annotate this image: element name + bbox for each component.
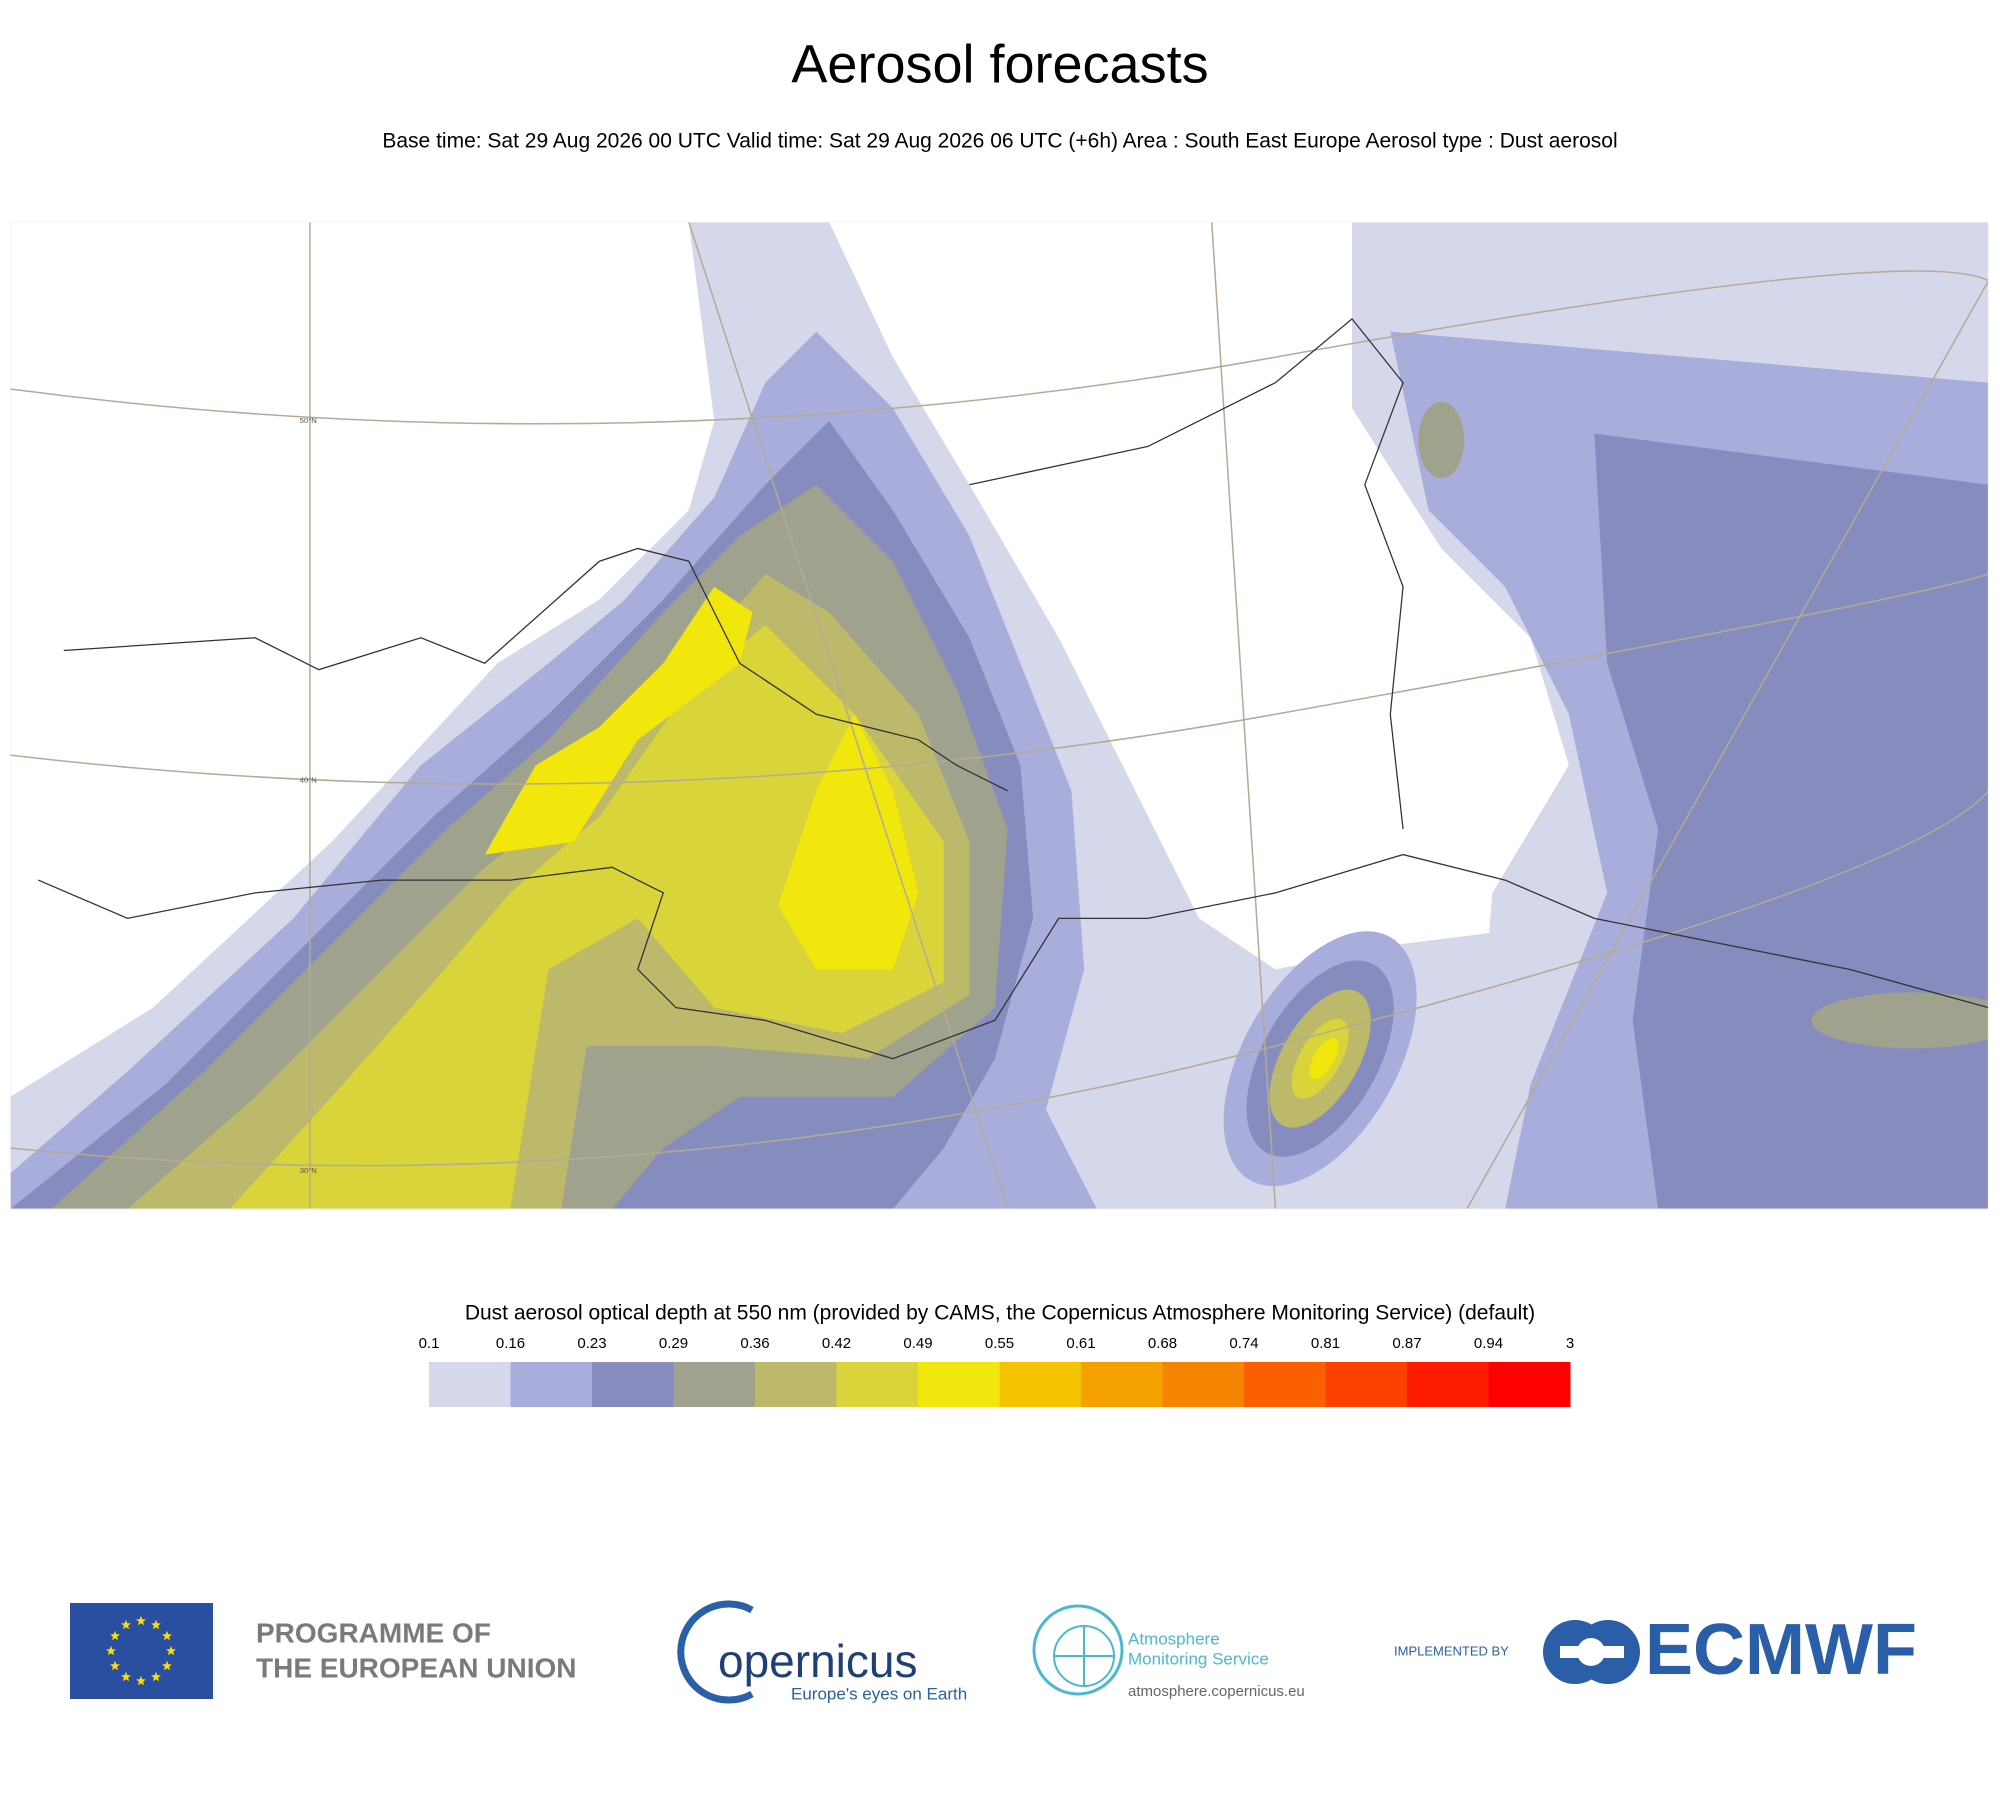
colorbar: 0.1 0.16 0.23 0.29 0.36 0.42 0.49 0.55 0.61 0.68 0… [419,1335,1574,1407]
cams-text: Monitoring Service [1128,1649,1269,1668]
colorbar-box [1081,1362,1163,1407]
eu-text: THE EUROPEAN UNION [256,1652,576,1683]
implemented-by: IMPLEMENTED BY [1394,1643,1509,1658]
colorbar-tick-label: 0.49 [903,1335,932,1352]
dust-field [10,221,1989,1210]
footer: PROGRAMME OF THE EUROPEAN UNION opernicu… [70,1600,1917,1704]
colorbar-tick-label: 0.29 [659,1335,688,1352]
eu-star [151,1671,161,1682]
colorbar-tick-label: 0.68 [1148,1335,1177,1352]
eu-star [151,1619,161,1630]
cams-text: Atmosphere [1128,1629,1220,1648]
colorbar-tick-label: 3 [1566,1335,1574,1352]
colorbar-box [1488,1362,1571,1407]
subtitle: Base time: Sat 29 Aug 2026 00 UTC Valid … [382,130,1617,153]
colorbar-box [999,1362,1082,1407]
eu-star [121,1619,131,1630]
colorbar-box [1407,1362,1489,1407]
colorbar-tick-label: 0.23 [577,1335,606,1352]
colorbar-tick-label: 0.61 [1066,1335,1095,1352]
eu-star [106,1645,116,1656]
lat-label: 40°N [300,776,317,785]
colorbar-tick-label: 0.55 [985,1335,1014,1352]
eu-text: PROGRAMME OF [256,1617,491,1648]
colorbar-tick-label: 0.81 [1311,1335,1340,1352]
cams-url: atmosphere.copernicus.eu [1128,1683,1305,1700]
map: 50°N 40°N 30°N [10,221,1989,1210]
colorbar-box [673,1362,756,1407]
colorbar-box [592,1362,674,1407]
eu-star [136,1675,146,1686]
eu-stars [106,1615,176,1686]
eu-star [110,1660,120,1671]
colorbar-box [836,1362,919,1407]
lat-label: 30°N [300,1166,317,1175]
eu-star [166,1645,176,1656]
colorbar-tick-label: 0.74 [1229,1335,1258,1352]
eu-star [162,1630,172,1641]
eu-star [110,1630,120,1641]
colorbar-box [510,1362,593,1407]
colorbar-tick-label: 0.1 [419,1335,440,1352]
cams-globe [1032,1604,1124,1696]
graticule [10,221,1989,1210]
eu-star [136,1615,146,1626]
copernicus-arc [677,1600,754,1704]
coastlines [38,317,1989,1060]
copernicus-tagline: Europe's eyes on Earth [791,1684,967,1703]
colorbar-tick-label: 0.94 [1474,1335,1503,1352]
colorbar-box [755,1362,837,1407]
lat-label: 50°N [300,416,317,425]
colorbar-box [1244,1362,1326,1407]
title: Aerosol forecasts [791,34,1208,94]
colorbar-tick-label: 0.42 [822,1335,851,1352]
copernicus-name: opernicus [718,1635,917,1687]
eu-star [162,1660,172,1671]
colorbar-box [1162,1362,1245,1407]
colorbar-tick-label: 0.36 [740,1335,769,1352]
eu-star [121,1671,131,1682]
ecmwf-name: ECMWF [1645,1610,1917,1690]
colorbar-tick-label: 0.16 [496,1335,525,1352]
colorbar-tick-label: 0.87 [1392,1335,1421,1352]
ecmwf-symbol [1543,1620,1640,1684]
colorbar-box [1325,1362,1408,1407]
legend-title: Dust aerosol optical depth at 550 nm (pr… [465,1302,1535,1325]
colorbar-box [918,1362,1000,1407]
colorbar-box [429,1362,511,1407]
